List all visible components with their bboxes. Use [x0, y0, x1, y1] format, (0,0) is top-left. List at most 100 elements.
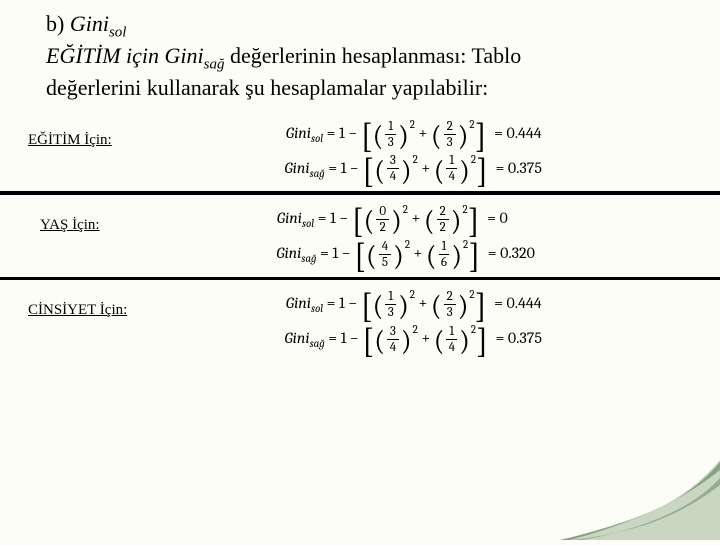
f2-sub: sağ	[310, 167, 325, 180]
f5-rb: ]	[475, 295, 487, 319]
f3-rp1: )	[391, 212, 402, 232]
f3-lp2: (	[424, 212, 435, 232]
corner-decoration-icon	[560, 440, 720, 540]
f5-n1: 1	[385, 290, 396, 305]
f2-plus: +	[418, 159, 434, 177]
f5-plus: +	[415, 294, 431, 312]
f1-d1: 3	[385, 135, 396, 149]
label-egitim: EĞİTİM İçin:	[28, 132, 158, 149]
f1-lb: [	[361, 125, 373, 149]
f1-name: Gini	[286, 124, 311, 142]
f2-lp1: (	[374, 162, 385, 182]
formula-4: Ginisağ = 1 − [(45)2 + (16)2] = 0.320	[154, 238, 674, 269]
f4-rp1: )	[393, 247, 404, 267]
f5-d1: 3	[385, 305, 396, 319]
f6-lb: [	[362, 330, 374, 354]
f1-d2: 3	[444, 135, 456, 149]
f2-name: Gini	[285, 159, 310, 177]
f4-sub: sağ	[301, 252, 316, 265]
f2-rp2: )	[459, 162, 470, 182]
f6-name: Gini	[285, 329, 310, 347]
f6-oneminus: = 1 −	[325, 329, 363, 347]
f2-rb: ]	[476, 160, 488, 184]
f4-name: Gini	[276, 244, 301, 262]
f1-sub: sol	[311, 132, 323, 145]
label-cinsiyet: CİNSİYET İçin:	[28, 302, 158, 319]
f3-d1: 2	[376, 220, 389, 234]
f1-lp2: (	[431, 127, 442, 147]
f4-lp1: (	[366, 247, 377, 267]
f1-oneminus: = 1 −	[323, 124, 361, 142]
f1-n1: 1	[385, 120, 396, 135]
f6-lp1: (	[374, 332, 385, 352]
f5-lp1: (	[373, 297, 384, 317]
formula-2: Ginisağ = 1 − [(34)2 + (14)2] = 0.375	[162, 153, 682, 184]
f2-n2: 1	[446, 154, 457, 169]
hdr-sub: sol	[109, 24, 127, 40]
f3-n1: 0	[376, 205, 389, 220]
f5-lb: [	[361, 295, 373, 319]
f3-name: Gini	[277, 209, 302, 227]
f4-n2: 1	[439, 240, 450, 255]
f4-d1: 5	[379, 255, 391, 269]
f1-rp2: )	[458, 127, 469, 147]
f2-lp2: (	[434, 162, 445, 182]
f6-d2: 4	[446, 340, 457, 354]
f3-lb: [	[352, 210, 364, 234]
f4-lp2: (	[426, 247, 437, 267]
f3-plus: +	[408, 209, 424, 227]
hdr2-post: değerlerinin hesaplanması: Tablo	[225, 43, 522, 68]
f6-n1: 3	[387, 325, 399, 340]
f3-n2: 2	[437, 205, 449, 220]
formula-6: Ginisağ = 1 − [(34)2 + (14)2] = 0.375	[162, 323, 682, 354]
f3-d2: 2	[437, 220, 449, 234]
formula-3: Ginisol = 1 − [(02)2 + (22)2] = 0	[154, 203, 674, 234]
f4-rp2: )	[451, 247, 462, 267]
f6-rb: ]	[476, 330, 488, 354]
f6-d1: 4	[387, 340, 399, 354]
f4-d2: 6	[439, 255, 450, 269]
label-yas: YAŞ İçin:	[40, 217, 150, 234]
f5-lp2: (	[431, 297, 442, 317]
f5-n2: 2	[444, 290, 456, 305]
f5-name: Gini	[286, 294, 311, 312]
f1-rp1: )	[398, 127, 409, 147]
f2-oneminus: = 1 −	[325, 159, 363, 177]
f2-d1: 4	[387, 169, 399, 183]
header-line1: b) Ginisol	[46, 10, 690, 42]
f1-plus: +	[415, 124, 431, 142]
f6-rp1: )	[401, 332, 412, 352]
f3-sub: sol	[302, 218, 314, 231]
f6-lp2: (	[434, 332, 445, 352]
formula-5: Ginisol = 1 − [(13)2 + (23)2] = 0.444	[162, 288, 682, 319]
formulas-yas: Ginisol = 1 − [(02)2 + (22)2] = 0 Ginisa…	[154, 199, 674, 273]
f5-oneminus: = 1 −	[323, 294, 361, 312]
f4-rb: ]	[468, 245, 480, 269]
section-cinsiyet: CİNSİYET İçin: Ginisol = 1 − [(13)2 + (2…	[0, 280, 720, 362]
f1-n2: 2	[444, 120, 456, 135]
f3-rp2: )	[451, 212, 462, 232]
formulas-egitim: Ginisol = 1 − [(13)2 + (23)2] = 0.444 Gi…	[162, 114, 682, 188]
header-line2: EĞİTİM için Ginisağ değerlerinin hesapla…	[46, 42, 690, 74]
f4-plus: +	[410, 244, 426, 262]
f4-res: = 0.320	[488, 244, 552, 262]
f4-n1: 4	[379, 240, 391, 255]
header-block: b) Ginisol EĞİTİM için Ginisağ değerleri…	[0, 0, 720, 110]
formulas-cinsiyet: Ginisol = 1 − [(13)2 + (23)2] = 0.444 Gi…	[162, 284, 682, 358]
f2-lb: [	[362, 160, 374, 184]
hdr2-pre: EĞİTİM için Gini	[46, 43, 204, 68]
f5-res: = 0.444	[494, 294, 558, 312]
f2-rp1: )	[401, 162, 412, 182]
f6-plus: +	[418, 329, 434, 347]
f4-oneminus: = 1 −	[316, 244, 354, 262]
hdr2-sub: sağ	[204, 57, 225, 73]
f6-rp2: )	[459, 332, 470, 352]
f3-res: = 0	[487, 209, 551, 227]
hdr-gini: Gini	[70, 11, 109, 36]
f6-n2: 1	[446, 325, 457, 340]
f4-lb: [	[354, 245, 366, 269]
f1-res: = 0.444	[494, 124, 558, 142]
f3-rb: ]	[468, 210, 480, 234]
f1-lp1: (	[373, 127, 384, 147]
formula-1: Ginisol = 1 − [(13)2 + (23)2] = 0.444	[162, 118, 682, 149]
